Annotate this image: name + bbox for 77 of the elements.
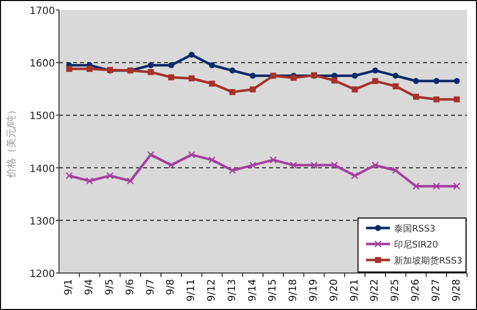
point <box>250 72 256 79</box>
point <box>453 182 460 190</box>
x-tick-label: 9/15 <box>268 279 279 302</box>
point <box>229 67 236 74</box>
point <box>372 67 378 74</box>
point <box>372 78 378 84</box>
x-tick-label: 9/22 <box>370 279 381 302</box>
point <box>330 162 338 169</box>
x-tick-label: 9/11 <box>186 279 198 302</box>
x-tick-label: 9/1 <box>64 279 75 296</box>
point <box>392 166 400 174</box>
y-axis-title: 价格（美元/吨） <box>6 104 18 180</box>
y-tick-label: 1500 <box>30 111 55 122</box>
point <box>148 69 154 76</box>
point <box>454 96 460 102</box>
legend-label: 印尼SIR20 <box>394 240 438 250</box>
y-tick-label: 1200 <box>30 269 55 280</box>
x-tick-label: 9/13 <box>226 279 238 302</box>
x-tick-label: 9/25 <box>390 279 402 302</box>
point <box>413 94 419 100</box>
point <box>433 96 440 102</box>
point <box>188 151 196 158</box>
point <box>290 162 298 169</box>
point <box>454 78 460 84</box>
point <box>168 162 175 169</box>
x-tick-label: 9/6 <box>124 279 136 296</box>
x-tick-label: 9/14 <box>247 279 258 302</box>
y-tick-label: 1300 <box>30 216 55 228</box>
x-tick-label: 9/28 <box>451 279 462 302</box>
point <box>392 72 399 79</box>
point <box>188 75 195 82</box>
point <box>372 162 379 169</box>
point <box>208 156 216 164</box>
point <box>66 172 73 180</box>
y-tick-label: 1600 <box>30 58 55 70</box>
point <box>352 86 358 92</box>
x-tick-label: 9/8 <box>166 279 177 296</box>
point <box>351 172 358 180</box>
point <box>209 62 215 68</box>
x-tick-label: 9/26 <box>410 279 422 302</box>
point <box>412 182 420 190</box>
point <box>392 83 399 90</box>
x-tick-label: 9/12 <box>206 279 218 302</box>
x-tick-label: 9/4 <box>84 279 96 296</box>
point <box>106 172 114 180</box>
point <box>310 162 318 169</box>
point <box>209 80 215 87</box>
point <box>147 151 154 158</box>
point <box>270 156 277 164</box>
point <box>331 77 338 84</box>
point <box>126 177 134 185</box>
point <box>168 62 174 68</box>
point <box>168 74 174 80</box>
legend-label: 新加坡期货RSS3 <box>394 256 462 266</box>
point <box>228 166 236 174</box>
x-tick-label: 9/20 <box>328 279 340 302</box>
point <box>229 89 236 96</box>
x-tick-label: 9/5 <box>104 279 116 296</box>
x-tick-label: 9/21 <box>349 279 360 302</box>
point <box>250 86 256 92</box>
point <box>413 78 419 84</box>
y-tick-label: 1700 <box>30 6 55 17</box>
point <box>66 66 72 72</box>
point <box>148 62 154 68</box>
point <box>432 182 440 190</box>
point <box>86 177 94 185</box>
legend-label: 泰国RSS3 <box>394 224 436 234</box>
point <box>249 162 256 169</box>
x-tick-label: 9/19 <box>308 279 320 302</box>
point <box>188 52 195 58</box>
point <box>352 72 358 79</box>
x-tick-label: 9/18 <box>288 279 300 302</box>
y-tick-label: 1400 <box>30 164 55 175</box>
x-tick-label: 9/27 <box>430 279 442 302</box>
point <box>86 66 93 72</box>
point <box>433 78 440 84</box>
x-tick-label: 9/7 <box>145 279 156 296</box>
